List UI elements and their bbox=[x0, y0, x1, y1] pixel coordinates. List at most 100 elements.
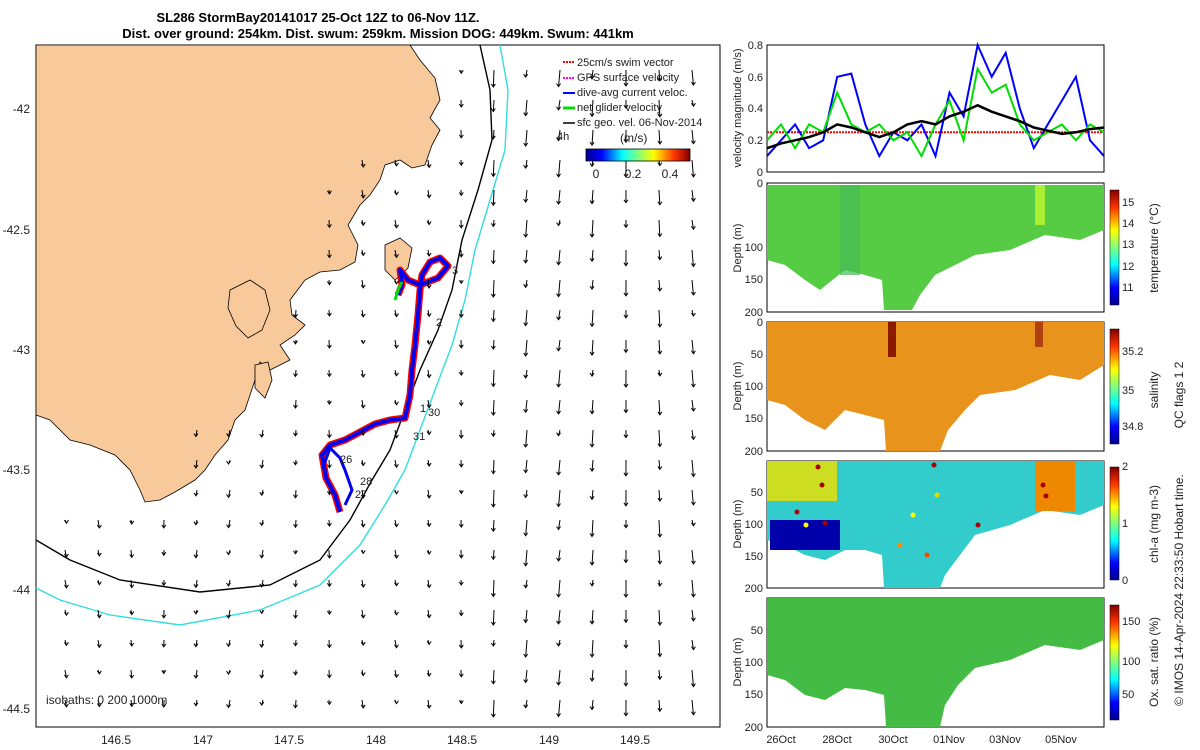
geo-velocity-arrowhead bbox=[691, 263, 696, 268]
geo-velocity-arrow bbox=[691, 429, 694, 440]
geo-velocity-arrow bbox=[691, 189, 694, 202]
geo-velocity-arrow bbox=[558, 519, 561, 530]
geo-velocity-arrow bbox=[427, 579, 430, 588]
geo-velocity-arrowhead bbox=[589, 257, 595, 263]
geo-velocity-arrowhead bbox=[589, 323, 595, 328]
geo-velocity-arrowhead bbox=[458, 554, 464, 559]
geo-velocity-arrowhead bbox=[394, 523, 399, 528]
geo-velocity-arrow bbox=[195, 459, 198, 469]
geo-velocity-arrowhead bbox=[623, 502, 629, 507]
geo-velocity-arrowhead bbox=[259, 583, 265, 588]
map-legend: 25cm/s swim vector GPS surface velocity … bbox=[557, 57, 702, 145]
temp-cb-label: temperature (°C) bbox=[1147, 203, 1161, 293]
lon-tick: 148 bbox=[366, 733, 386, 747]
geo-velocity-arrowhead bbox=[556, 222, 561, 227]
geo-velocity-arrowhead bbox=[96, 703, 102, 708]
geo-velocity-arrowhead bbox=[327, 583, 332, 588]
geo-velocity-arrowhead bbox=[226, 460, 231, 465]
geo-velocity-arrowhead bbox=[96, 552, 102, 557]
temp-cb-tick: 14 bbox=[1122, 218, 1134, 230]
geo-velocity-arrowhead bbox=[458, 103, 464, 108]
geo-velocity-arrowhead bbox=[327, 190, 332, 195]
geo-velocity-arrow bbox=[658, 249, 661, 260]
temp-cb-tick: 15 bbox=[1122, 197, 1134, 209]
geo-velocity-arrowhead bbox=[259, 701, 265, 707]
geo-velocity-arrow bbox=[658, 279, 661, 291]
oxygen-colorbar bbox=[1109, 604, 1120, 721]
geo-velocity-arrowhead bbox=[458, 134, 464, 139]
vel-ytick: 0.8 bbox=[748, 40, 763, 52]
geo-velocity-arrowhead bbox=[161, 670, 167, 675]
geo-velocity-arrow bbox=[492, 459, 495, 474]
geo-velocity-arrowhead bbox=[226, 643, 231, 648]
geo-velocity-arrow bbox=[658, 699, 661, 712]
geo-velocity-arrowhead bbox=[490, 135, 496, 140]
geo-velocity-arrowhead bbox=[589, 233, 595, 238]
geo-velocity-arrowhead bbox=[623, 262, 629, 267]
chla-sample-dot bbox=[815, 464, 821, 470]
geo-velocity-arrowhead bbox=[691, 646, 696, 651]
geo-velocity-arrowhead bbox=[657, 256, 663, 261]
geo-velocity-arrow bbox=[361, 609, 364, 618]
geo-velocity-arrowhead bbox=[691, 140, 696, 145]
geo-velocity-arrowhead bbox=[490, 470, 496, 475]
isobath-200m bbox=[35, 44, 493, 593]
geo-velocity-arrowhead bbox=[523, 198, 529, 204]
chla-colorbar bbox=[1109, 466, 1120, 581]
geo-velocity-arrowhead bbox=[394, 162, 399, 167]
geo-velocity-arrowhead bbox=[691, 436, 696, 441]
geo-velocity-arrowhead bbox=[259, 643, 265, 648]
oxy-cb-label: Ox. sat. ratio (%) bbox=[1147, 617, 1161, 707]
geo-velocity-arrowhead bbox=[556, 200, 561, 205]
geo-velocity-arrow bbox=[294, 609, 297, 619]
lon-tick: 149.5 bbox=[620, 733, 650, 747]
day-label-26: 26 bbox=[340, 454, 352, 466]
geo-velocity-arrowhead bbox=[657, 287, 663, 292]
geo-velocity-arrow bbox=[558, 189, 561, 205]
geo-velocity-arrowhead bbox=[691, 291, 696, 296]
day-label-31: 31 bbox=[413, 431, 425, 443]
geo-velocity-arrowhead bbox=[490, 713, 496, 718]
geo-velocity-arrowhead bbox=[523, 469, 529, 474]
geo-velocity-arrow bbox=[294, 489, 297, 498]
geo-velocity-arrow bbox=[492, 129, 495, 139]
geo-velocity-arrowhead bbox=[556, 83, 561, 88]
sal-cb-tick: 35.2 bbox=[1122, 346, 1143, 358]
geo-velocity-arrow bbox=[525, 99, 528, 116]
land-peninsula bbox=[227, 279, 271, 339]
geo-velocity-arrowhead bbox=[293, 373, 298, 378]
geo-velocity-arrowhead bbox=[556, 316, 561, 321]
geo-velocity-arrow bbox=[492, 489, 495, 507]
geo-velocity-arrow bbox=[130, 579, 133, 588]
geo-velocity-arrowhead bbox=[394, 313, 399, 318]
date-tick: 05Nov bbox=[1045, 734, 1077, 746]
geo-velocity-arrowhead bbox=[490, 642, 496, 647]
geo-velocity-arrowhead bbox=[657, 372, 663, 377]
lat-tick: -42.5 bbox=[3, 223, 31, 237]
geo-velocity-arrowhead bbox=[327, 701, 332, 706]
geo-velocity-arrowhead bbox=[589, 561, 595, 566]
chla-sample-dot bbox=[794, 509, 800, 515]
geo-velocity-arrow bbox=[591, 519, 594, 537]
geo-velocity-arrow bbox=[525, 639, 528, 658]
oxy-dtick: 100 bbox=[745, 657, 763, 669]
geo-velocity-arrowhead bbox=[96, 581, 102, 586]
geo-velocity-arrowhead bbox=[657, 675, 663, 681]
geo-velocity-arrowhead bbox=[556, 471, 561, 476]
geo-velocity-arrowhead bbox=[426, 550, 432, 556]
geo-velocity-arrowhead bbox=[161, 614, 167, 619]
date-tick: 01Nov bbox=[933, 734, 965, 746]
geo-velocity-arrowhead bbox=[394, 224, 399, 229]
salinity-panel bbox=[766, 321, 1120, 452]
geo-velocity-arrowhead bbox=[691, 501, 696, 506]
geo-velocity-arrow bbox=[525, 309, 528, 326]
geo-velocity-arrowhead bbox=[394, 254, 399, 259]
geo-velocity-arrowhead bbox=[293, 461, 298, 466]
geo-velocity-arrow bbox=[492, 399, 495, 416]
geo-velocity-arrow bbox=[691, 699, 694, 715]
geo-velocity-arrowhead bbox=[657, 77, 663, 82]
geo-velocity-arrow bbox=[558, 279, 561, 297]
geo-velocity-arrowhead bbox=[657, 443, 663, 448]
temperature-panel bbox=[766, 182, 1120, 313]
geo-velocity-arrowhead bbox=[523, 653, 529, 658]
